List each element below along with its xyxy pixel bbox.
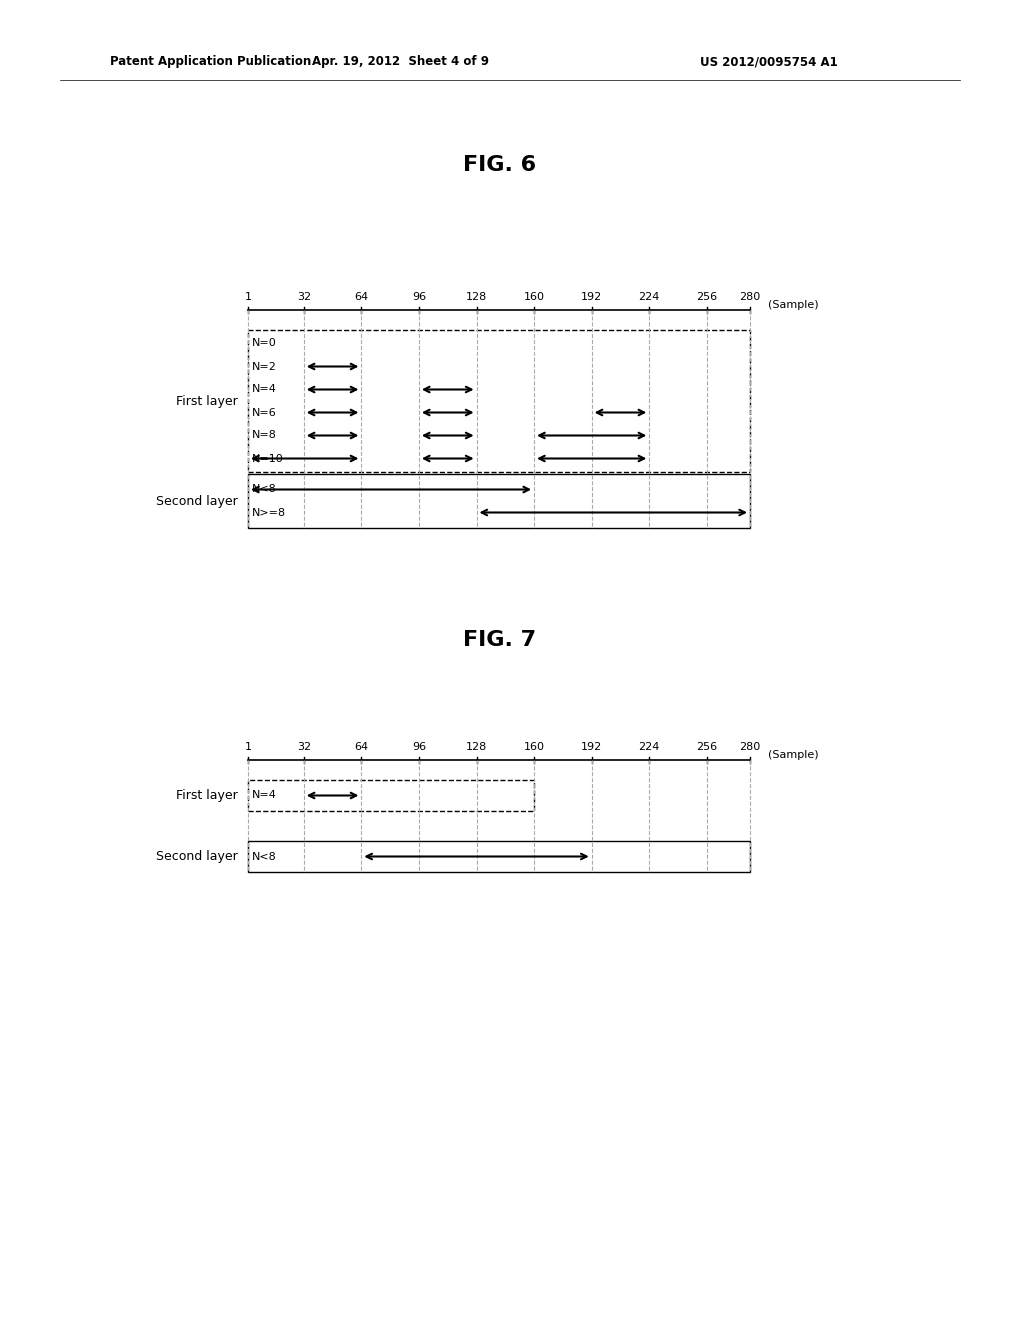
Text: 256: 256: [696, 742, 718, 752]
Bar: [248, 780, 535, 810]
Bar: [248, 474, 750, 528]
Text: 64: 64: [354, 742, 369, 752]
Text: 192: 192: [581, 742, 602, 752]
Text: 32: 32: [297, 742, 311, 752]
Text: FIG. 7: FIG. 7: [464, 630, 537, 649]
Text: FIG. 6: FIG. 6: [464, 154, 537, 176]
Text: 280: 280: [739, 292, 761, 302]
Text: 128: 128: [466, 742, 487, 752]
Text: N>=8: N>=8: [252, 507, 286, 517]
Text: 280: 280: [739, 742, 761, 752]
Bar: [248, 330, 750, 473]
Text: 64: 64: [354, 292, 369, 302]
Text: Patent Application Publication: Patent Application Publication: [110, 55, 311, 69]
Text: 256: 256: [696, 292, 718, 302]
Text: N=0: N=0: [252, 338, 276, 348]
Text: 160: 160: [523, 742, 545, 752]
Text: N<8: N<8: [252, 484, 276, 495]
Text: 192: 192: [581, 292, 602, 302]
Text: 224: 224: [639, 742, 659, 752]
Text: 96: 96: [412, 742, 426, 752]
Text: First layer: First layer: [176, 395, 238, 408]
Text: N=4: N=4: [252, 384, 276, 395]
Text: 32: 32: [297, 292, 311, 302]
Text: (Sample): (Sample): [768, 300, 818, 310]
Text: 224: 224: [639, 292, 659, 302]
Text: N=8: N=8: [252, 430, 276, 441]
Text: 1: 1: [245, 292, 252, 302]
Text: 128: 128: [466, 292, 487, 302]
Text: Second layer: Second layer: [157, 495, 238, 507]
Text: US 2012/0095754 A1: US 2012/0095754 A1: [700, 55, 838, 69]
Text: 160: 160: [523, 292, 545, 302]
Bar: [248, 841, 750, 873]
Text: N=4: N=4: [252, 791, 276, 800]
Text: First layer: First layer: [176, 789, 238, 803]
Text: N=2: N=2: [252, 362, 276, 371]
Text: 1: 1: [245, 742, 252, 752]
Text: (Sample): (Sample): [768, 750, 818, 760]
Text: 96: 96: [412, 292, 426, 302]
Text: N=6: N=6: [252, 408, 276, 417]
Text: N=10: N=10: [252, 454, 284, 463]
Text: Apr. 19, 2012  Sheet 4 of 9: Apr. 19, 2012 Sheet 4 of 9: [311, 55, 488, 69]
Text: Second layer: Second layer: [157, 850, 238, 863]
Text: N<8: N<8: [252, 851, 276, 862]
